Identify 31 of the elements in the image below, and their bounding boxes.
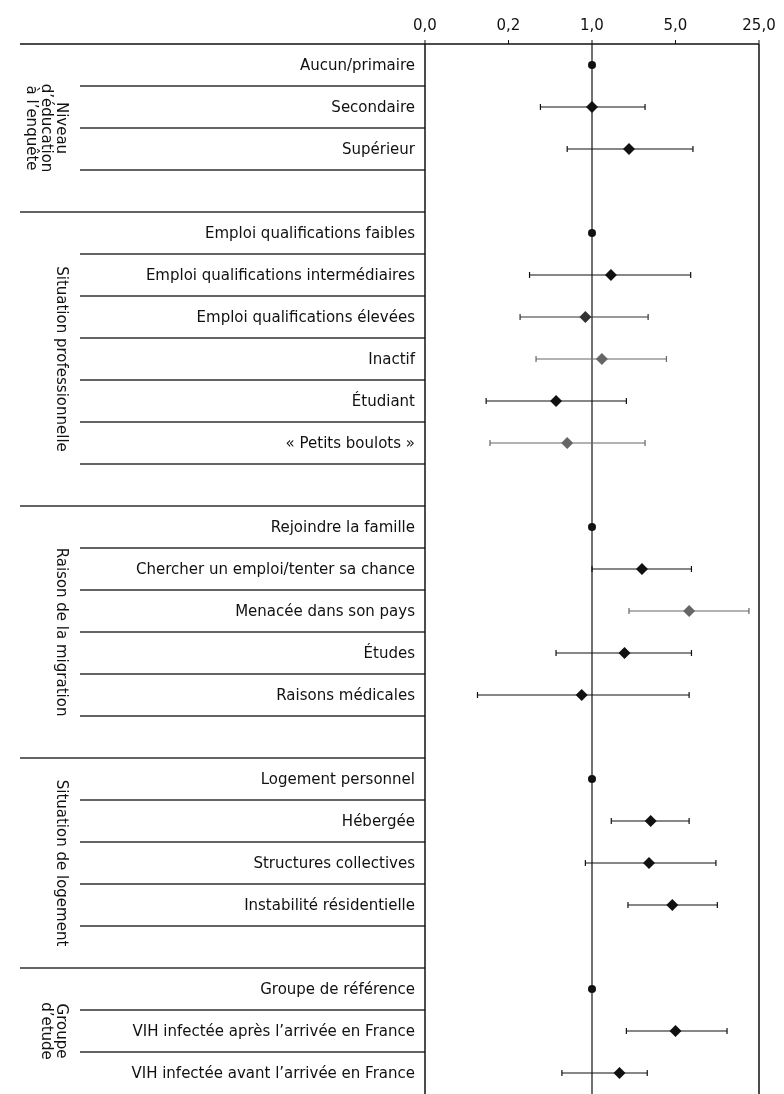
y-tick-label: Hébergée: [341, 811, 415, 830]
x-tick-label: 25,0: [742, 16, 776, 34]
text: Situation de logement: [53, 779, 72, 947]
y-tick-label: Groupe de référence: [260, 979, 415, 998]
y-tick-label: Étudiant: [351, 390, 416, 410]
y-tick-label: « Petits boulots »: [285, 433, 415, 452]
text: Situation professionnelle: [53, 266, 72, 452]
y-tick-label: Inactif: [368, 349, 416, 368]
y-tick-label: Supérieur: [341, 139, 416, 158]
y-tick-label: Emploi qualifications faibles: [204, 223, 416, 242]
x-tick-label: 1,0: [580, 16, 604, 34]
y-tick-label: Menacée dans son pays: [235, 601, 416, 620]
y-tick-label: Logement personnel: [260, 769, 415, 788]
y-tick-label: Chercher un emploi/tenter sa chance: [135, 559, 415, 578]
x-tick-label: 5,0: [663, 16, 688, 34]
y-tick-label: Rejoindre la famille: [270, 517, 415, 536]
y-tick-label: Emploi qualifications élevées: [196, 307, 416, 326]
y-tick-label: Instabilité résidentielle: [244, 895, 415, 914]
y-tick-label: Emploi qualifications intermédiaires: [145, 265, 416, 284]
text: Groupe d’etude: [38, 1002, 72, 1060]
y-tick-label: Études: [363, 642, 416, 662]
y-tick-label: VIH infectée avant l’arrivée en France: [131, 1063, 415, 1082]
y-tick-label: Structures collectives: [253, 853, 416, 872]
y-tick-label: Secondaire: [331, 97, 415, 116]
text: Niveau d’éducation à l’enquête: [23, 83, 72, 173]
x-tick-label: 0,0: [413, 16, 437, 34]
text: Raison de la migration: [53, 547, 72, 717]
x-tick-label: 0,2: [496, 16, 521, 34]
y-tick-label: Aucun/primaire: [300, 55, 415, 74]
y-tick-label: VIH infectée après l’arrivée en France: [132, 1021, 415, 1040]
y-tick-label: Raisons médicales: [276, 685, 416, 704]
